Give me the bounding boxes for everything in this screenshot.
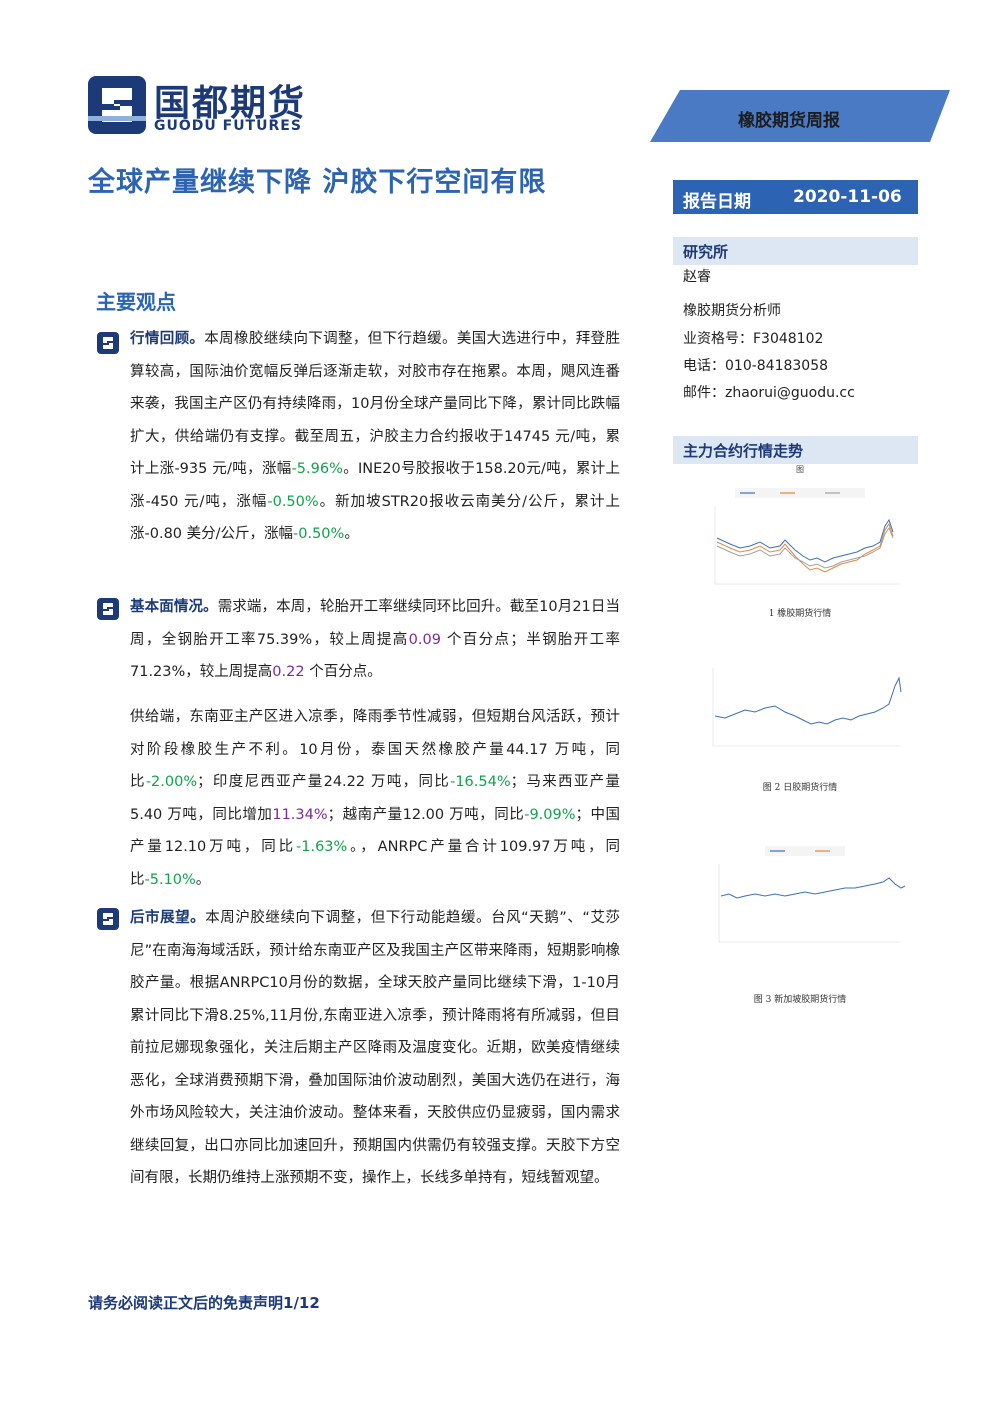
value-ine-change: -0.50%	[267, 493, 319, 510]
report-date-label: 报告日期	[683, 192, 751, 212]
chart2-series	[714, 676, 902, 725]
chart-shfe-rubber: 图 1 橡胶期货行情	[685, 462, 915, 622]
value-semisteel-increase: 0.22	[272, 664, 305, 680]
paragraph-supply: 供给端，东南亚主产区进入凉季，降雨季节性减弱，但短期台风活跃，预计对阶段橡胶生产…	[130, 701, 620, 896]
value-indonesia-yoy: -16.54%	[450, 774, 511, 790]
text-segment: 供给端，东南亚主产区进入凉季，降雨季节性减弱，但短期台风活跃，预计对阶段橡胶生产…	[130, 709, 620, 790]
section-title-main-views: 主要观点	[96, 290, 176, 314]
text-segment: 个百分点；半钢胎开工率71.23%，较上周提高	[130, 631, 620, 681]
chart3-series	[720, 877, 906, 899]
text-segment: 个百分点。	[304, 664, 382, 680]
paragraph-outlook: 后市展望。本周沪胶继续向下调整，但下行动能趋缓。台风“天鹅”、“艾莎尼”在南海海…	[130, 902, 620, 1195]
lead-fundamentals: 基本面情况。	[130, 599, 218, 615]
chart3-caption: 图 3 新加坡胶期货行情	[753, 995, 847, 1005]
bullet-logo-icon	[97, 332, 119, 354]
value-malaysia-yoy: 11.34%	[272, 806, 328, 823]
chart2-plot	[712, 668, 902, 747]
chart1-legend	[735, 488, 865, 498]
value-vietnam-yoy: -9.09%	[524, 806, 576, 823]
lead-market-review: 行情回顾。	[130, 331, 205, 347]
text-segment: 。，ANRPC产量合计109.97万吨，同比	[130, 839, 620, 888]
text-segment: 需求端，本周，轮胎开工率继续同环比回升。截至10月21日当周，全钢胎开工率75.…	[130, 599, 621, 648]
logo-english-text: GUODU FUTURES	[154, 118, 302, 134]
value-shfe-change: -5.96%	[291, 461, 343, 477]
analyst-email[interactable]: 邮件：zhaorui@guodu.cc	[683, 385, 855, 401]
institute-label: 研究所	[683, 243, 729, 261]
bullet-logo-icon	[97, 598, 119, 620]
logo-mark-icon	[88, 76, 146, 134]
report-date-value: 2020-11-06	[793, 187, 902, 207]
logo-chinese-text: 国都期货	[154, 83, 307, 124]
text-segment: 。INE20号胶报收于158.20元/吨，累计上涨-450 元/吨，涨幅	[130, 461, 620, 510]
text-segment: 。新加坡STR20报收云南美分/公斤，累计上涨-0.80 美分/公斤，涨幅	[130, 493, 620, 543]
text-segment: ；越南产量12.00 万吨，同比	[327, 806, 525, 823]
chart1-series-gray	[716, 526, 894, 569]
value-anrpc-yoy: -5.10%	[144, 871, 196, 888]
chart1-series-blue	[716, 518, 894, 563]
value-thailand-yoy: -2.00%	[145, 774, 198, 790]
value-china-yoy: -1.63%	[296, 839, 348, 855]
institute-bar: 研究所	[673, 237, 918, 265]
report-date-box: 报告日期 2020-11-06	[673, 180, 918, 214]
lead-outlook: 后市展望。	[130, 910, 206, 926]
text-segment: ；马来西亚产量5.40 万吨，同比增加	[130, 774, 620, 823]
trend-section-bar: 主力合约行情走势	[673, 436, 918, 464]
document-title: 全球产量继续下降 沪胶下行空间有限	[88, 167, 547, 198]
text-segment: 。	[344, 526, 359, 542]
text-segment: ；中国产量12.10万吨，同比	[130, 806, 621, 856]
paragraph-fundamentals: 基本面情况。需求端，本周，轮胎开工率继续同环比回升。截至10月21日当周，全钢胎…	[130, 591, 620, 689]
text-segment: 。	[195, 871, 211, 888]
text-segment: 本周橡胶继续向下调整，但下行趋缓。美国大选进行中，拜登胜算较高，国际油价宽幅反弹…	[130, 331, 620, 477]
analyst-title: 橡胶期货分析师	[683, 303, 781, 319]
analyst-phone: 电话：010-84183058	[683, 358, 829, 374]
chart3-legend	[765, 846, 845, 856]
text-segment: ；印度尼西亚产量24.22 万吨，同比	[197, 774, 451, 790]
chart1-series-orange	[716, 522, 894, 573]
bullet-logo-icon	[97, 908, 119, 930]
chart1-plot	[714, 488, 900, 585]
chart2-caption: 图 2 日胶期货行情	[762, 783, 838, 793]
paragraph-market-review: 行情回顾。本周橡胶继续向下调整，但下行趋缓。美国大选进行中，拜登胜算较高，国际油…	[130, 323, 620, 551]
report-type-label: 橡胶期货周报	[738, 111, 840, 131]
analyst-name: 赵睿	[683, 269, 711, 285]
chart1-caption: 1 橡胶期货行情	[768, 609, 832, 619]
trend-section-label: 主力合约行情走势	[683, 442, 804, 460]
banner-shape	[650, 90, 950, 142]
chart1-top-label: 图	[796, 465, 804, 474]
value-sgx-change: -0.50%	[293, 526, 345, 542]
report-type-banner: 橡胶期货周报	[650, 90, 950, 142]
text-segment: 本周沪胶继续向下调整，但下行动能趋缓。台风“天鹅”、“艾莎尼”在南海海域活跃，预…	[130, 910, 621, 1186]
chart3-plot	[718, 846, 906, 943]
analyst-license: 业资格号：F3048102	[683, 331, 824, 347]
chart-sgx-rubber: 图 3 新加坡胶期货行情	[685, 822, 915, 1005]
value-allsteel-increase: 0.09	[408, 631, 441, 648]
chart-tocom-rubber: 图 2 日胶期货行情	[685, 646, 915, 796]
company-logo: 国都期货 GUODU FUTURES	[88, 72, 338, 144]
footer-disclaimer[interactable]: 请务必阅读正文后的免责声明1/12	[88, 1294, 320, 1312]
